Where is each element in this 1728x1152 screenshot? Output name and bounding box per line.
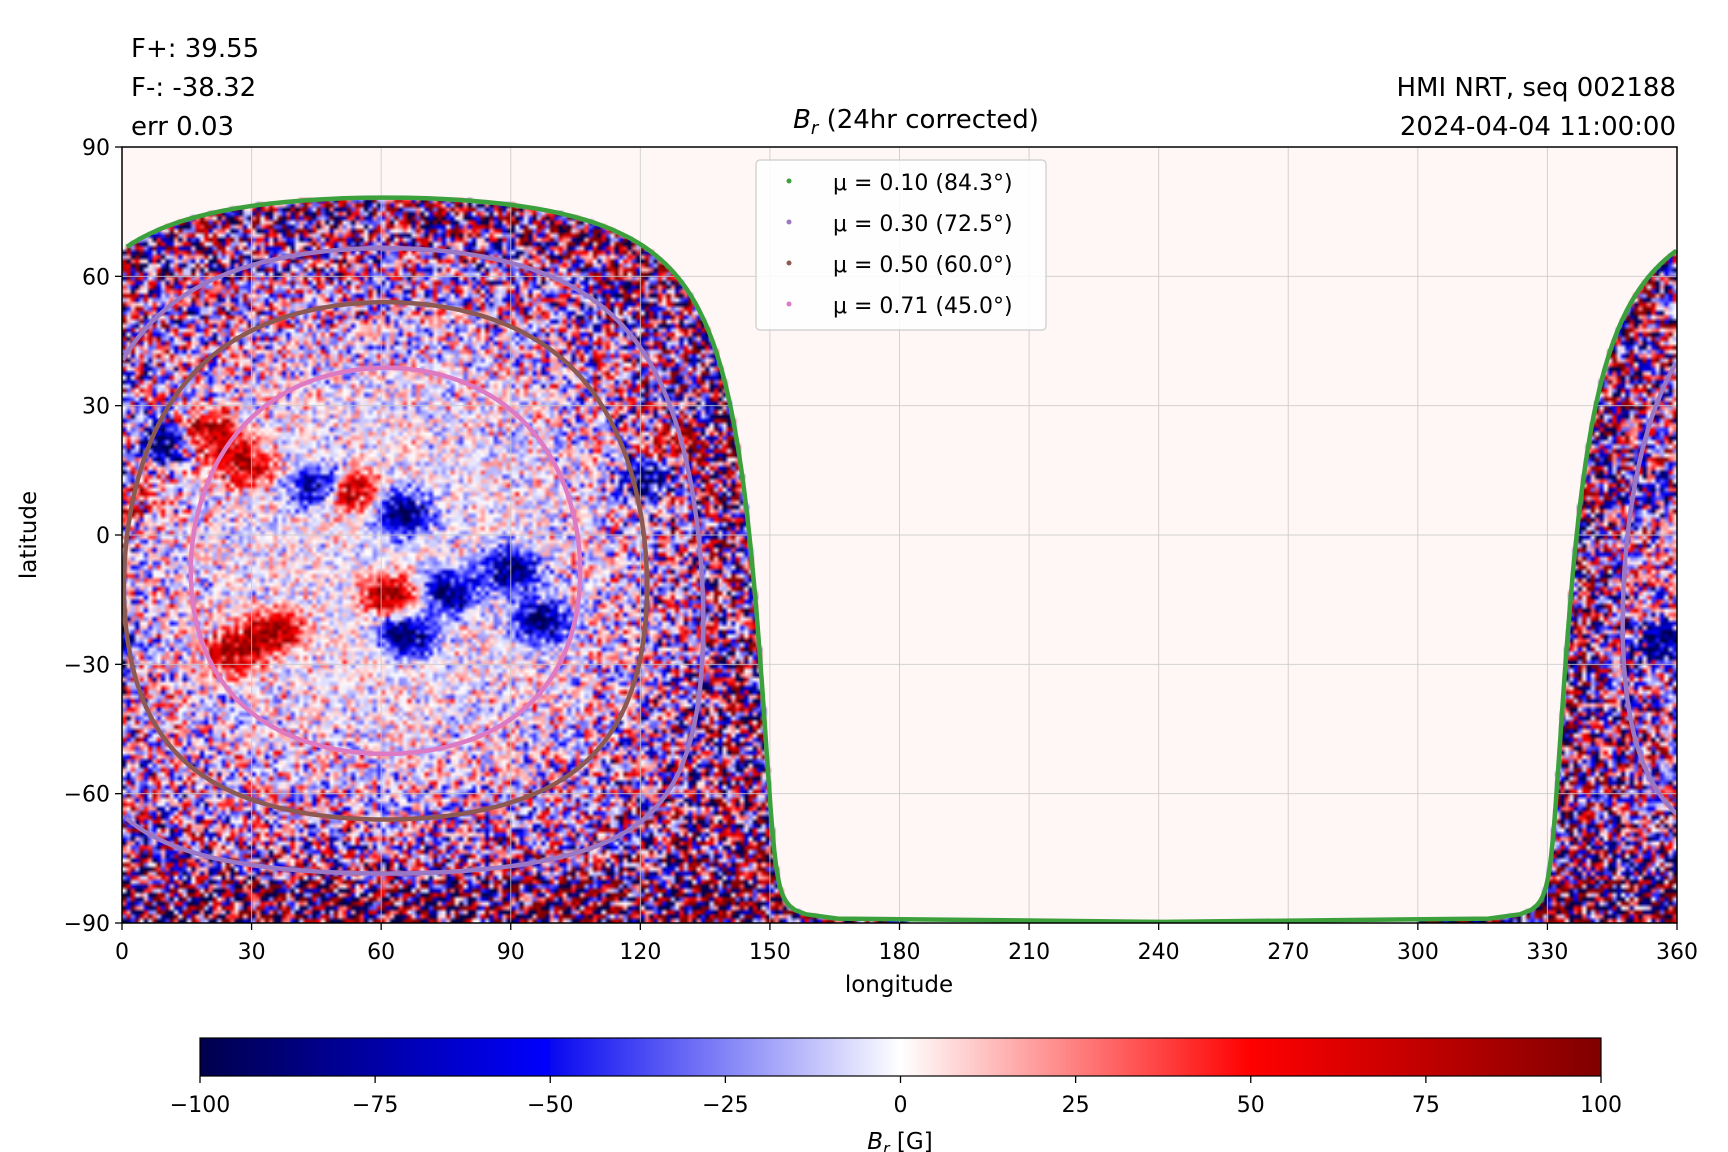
- legend-label: μ = 0.71 (45.0°): [833, 294, 1013, 319]
- colorbar-tick-label: −25: [702, 1093, 748, 1118]
- legend-marker: [786, 260, 792, 266]
- colorbar-axis: −100 −75 −50 −25 0 25 50 75 100: [170, 1076, 1622, 1118]
- mu-contours: [122, 195, 1677, 923]
- colorbar-tick-label: 50: [1237, 1093, 1265, 1118]
- y-axis-label: latitude: [16, 491, 42, 579]
- colorbar: [199, 1037, 1602, 1077]
- x-tick-label: 120: [619, 940, 661, 965]
- colorbar-tick-label: −100: [170, 1093, 230, 1118]
- legend-box: [755, 159, 1047, 331]
- x-tick-label: 90: [497, 940, 525, 965]
- x-tick-label: 270: [1267, 940, 1309, 965]
- x-tick-label: 180: [879, 940, 921, 965]
- colorbar-label: Br [G]: [867, 1129, 932, 1152]
- legend-marker: [786, 178, 792, 184]
- legend-marker: [786, 219, 792, 225]
- colorbar-tick-label: −50: [527, 1093, 573, 1118]
- x-axis-label: longitude: [845, 972, 953, 998]
- mu-contour-01: [125, 195, 1677, 923]
- data-source: HMI NRT, seq 002188: [1396, 73, 1676, 103]
- x-axis: 0 30 60 90 120 150 180 210 240 270 300 330 360: [115, 923, 1698, 965]
- mu-contour-05: [122, 299, 650, 822]
- x-tick-label: 300: [1397, 940, 1439, 965]
- colorbar-tick-label: 0: [894, 1093, 908, 1118]
- x-tick-label: 360: [1656, 940, 1698, 965]
- x-tick-label: 210: [1008, 940, 1050, 965]
- flux-positive: F+: 39.55: [131, 34, 259, 64]
- y-tick-label: −30: [64, 653, 110, 678]
- legend-label: μ = 0.10 (84.3°): [833, 171, 1013, 196]
- flux-negative: F-: -38.32: [131, 73, 256, 103]
- x-tick-label: 30: [238, 940, 266, 965]
- x-tick-label: 60: [367, 940, 395, 965]
- mu-contour-03: [122, 245, 1677, 876]
- colorbar-tick-label: 75: [1412, 1093, 1440, 1118]
- y-tick-label: −90: [64, 912, 110, 937]
- timestamp: 2024-04-04 11:00:00: [1400, 112, 1676, 142]
- chart-title: Br (24hr corrected): [793, 105, 1039, 139]
- colorbar-tick-label: 100: [1580, 1093, 1622, 1118]
- x-tick-label: 150: [749, 940, 791, 965]
- y-tick-label: 60: [82, 265, 110, 290]
- legend-label: μ = 0.50 (60.0°): [833, 253, 1013, 278]
- x-tick-label: 0: [115, 940, 129, 965]
- legend: μ = 0.10 (84.3°) μ = 0.30 (72.5°) μ = 0.50…: [755, 159, 1047, 331]
- legend-marker: [786, 301, 792, 307]
- y-tick-label: 0: [96, 524, 110, 549]
- flux-error: err 0.03: [131, 112, 234, 142]
- colorbar-tick-label: −75: [352, 1093, 398, 1118]
- y-axis: 90 60 30 0 −30 −60 −90: [64, 136, 122, 937]
- y-tick-label: 30: [82, 395, 110, 420]
- mu-contour-071: [188, 365, 583, 757]
- legend-label: μ = 0.30 (72.5°): [833, 212, 1013, 237]
- y-tick-label: 90: [82, 136, 110, 161]
- x-tick-label: 240: [1138, 940, 1180, 965]
- colorbar-tick-label: 25: [1062, 1093, 1090, 1118]
- y-tick-label: −60: [64, 783, 110, 808]
- x-tick-label: 330: [1526, 940, 1568, 965]
